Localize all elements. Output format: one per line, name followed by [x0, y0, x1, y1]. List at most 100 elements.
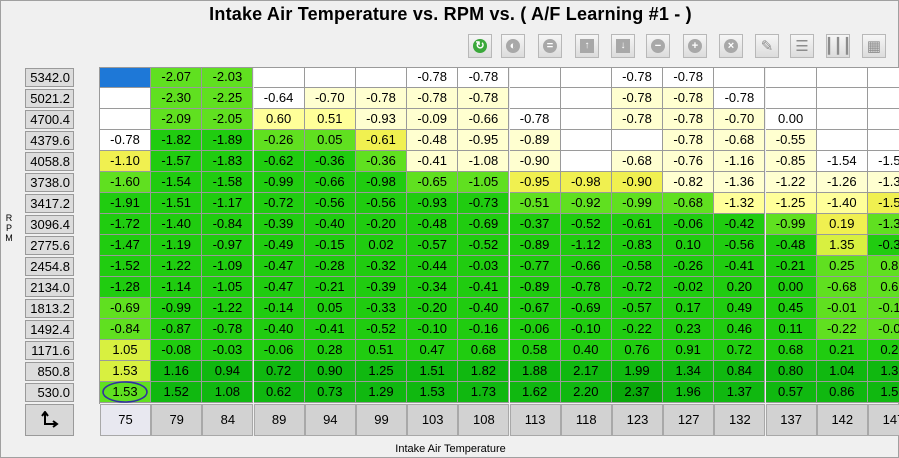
- column-label-iat[interactable]: 75: [100, 404, 151, 436]
- map-cell[interactable]: -1.89: [202, 130, 254, 151]
- map-cell[interactable]: 1.53: [407, 382, 459, 403]
- map-cell[interactable]: -0.66: [560, 256, 612, 277]
- map-cell[interactable]: 0.68: [458, 340, 510, 361]
- map-cell[interactable]: -0.78: [100, 130, 151, 151]
- map-cell[interactable]: -0.93: [356, 109, 407, 130]
- map-cell[interactable]: 0.05: [304, 298, 356, 319]
- map-cell[interactable]: -2.03: [202, 67, 254, 88]
- map-cell[interactable]: 0.21: [816, 340, 868, 361]
- map-cell[interactable]: -0.06: [868, 319, 899, 340]
- map-cell[interactable]: 1.82: [458, 361, 510, 382]
- map-cell[interactable]: -0.89: [509, 235, 561, 256]
- map-cell[interactable]: 0.46: [714, 319, 766, 340]
- map-cell[interactable]: -0.12: [868, 298, 899, 319]
- map-cell[interactable]: -0.16: [458, 319, 510, 340]
- map-cell[interactable]: -0.64: [253, 88, 305, 109]
- map-cell[interactable]: 0.57: [765, 382, 817, 403]
- map-cell[interactable]: -0.22: [612, 319, 663, 340]
- map-cell[interactable]: -0.39: [356, 277, 407, 298]
- map-cell[interactable]: 0.60: [253, 109, 305, 130]
- map-cell[interactable]: -0.41: [304, 319, 356, 340]
- map-cell[interactable]: 0.66: [868, 277, 899, 298]
- map-cell[interactable]: 0.05: [304, 130, 356, 151]
- map-cell[interactable]: -0.21: [304, 277, 356, 298]
- map-cell[interactable]: -0.36: [356, 151, 407, 172]
- map-cell[interactable]: -0.93: [407, 193, 459, 214]
- map-cell[interactable]: -0.84: [202, 214, 254, 235]
- row-label-rpm[interactable]: 4379.6: [25, 131, 74, 150]
- map-cell[interactable]: -0.69: [100, 298, 151, 319]
- map-cell[interactable]: [304, 67, 356, 88]
- map-cell[interactable]: [560, 67, 612, 88]
- map-cell[interactable]: -0.48: [765, 235, 817, 256]
- map-cell[interactable]: [714, 67, 766, 88]
- map-cell[interactable]: 1.73: [458, 382, 510, 403]
- map-cell[interactable]: -0.69: [458, 214, 510, 235]
- map-cell[interactable]: -0.10: [407, 319, 459, 340]
- row-label-rpm[interactable]: 3417.2: [25, 194, 74, 213]
- map-cell[interactable]: -0.78: [560, 277, 612, 298]
- map-cell[interactable]: [612, 130, 663, 151]
- map-cell[interactable]: -0.20: [356, 214, 407, 235]
- map-cell[interactable]: -0.41: [714, 256, 766, 277]
- map-cell[interactable]: 0.94: [202, 361, 254, 382]
- map-cell[interactable]: -1.25: [765, 193, 817, 214]
- map-cell[interactable]: [816, 130, 868, 151]
- map-cell[interactable]: -0.22: [816, 319, 868, 340]
- map-cell[interactable]: [560, 109, 612, 130]
- map-cell[interactable]: -0.65: [407, 172, 459, 193]
- map-cell[interactable]: -2.09: [151, 109, 203, 130]
- map-cell[interactable]: -0.52: [458, 235, 510, 256]
- column-label-iat[interactable]: 113: [509, 404, 561, 436]
- map-cell[interactable]: -0.61: [612, 214, 663, 235]
- edit-button[interactable]: ✎: [755, 34, 779, 58]
- row-label-rpm[interactable]: 4700.4: [25, 110, 74, 129]
- column-label-iat[interactable]: 142: [816, 404, 868, 436]
- map-cell[interactable]: 1.37: [714, 382, 766, 403]
- map-cell[interactable]: -1.09: [202, 256, 254, 277]
- map-cell[interactable]: -0.21: [765, 256, 817, 277]
- map-cell[interactable]: -0.15: [304, 235, 356, 256]
- map-cell[interactable]: -0.52: [356, 319, 407, 340]
- axis-swap-button[interactable]: [25, 404, 74, 436]
- map-cell[interactable]: -1.54: [151, 172, 203, 193]
- map-cell[interactable]: -0.77: [509, 256, 561, 277]
- columns-button[interactable]: ┃┃┃: [824, 34, 852, 58]
- map-cell[interactable]: -0.34: [407, 277, 459, 298]
- map-cell[interactable]: [100, 67, 151, 88]
- row-label-rpm[interactable]: 3738.0: [25, 173, 74, 192]
- map-cell[interactable]: -1.40: [816, 193, 868, 214]
- map-cell[interactable]: -0.78: [202, 319, 254, 340]
- map-cell[interactable]: -0.99: [612, 193, 663, 214]
- map-cell[interactable]: -0.76: [663, 151, 715, 172]
- map-cell[interactable]: -0.56: [304, 193, 356, 214]
- map-cell[interactable]: -0.06: [663, 214, 715, 235]
- map-cell[interactable]: 1.05: [100, 340, 151, 361]
- map-cell[interactable]: -0.70: [714, 109, 766, 130]
- row-label-rpm[interactable]: 5021.2: [25, 89, 74, 108]
- map-cell[interactable]: -1.17: [202, 193, 254, 214]
- map-cell[interactable]: [356, 67, 407, 88]
- row-label-rpm[interactable]: 530.0: [25, 383, 74, 402]
- map-cell[interactable]: -0.56: [356, 193, 407, 214]
- map-cell[interactable]: [868, 67, 899, 88]
- map-cell[interactable]: -0.02: [663, 277, 715, 298]
- map-cell[interactable]: -0.58: [612, 256, 663, 277]
- map-cell[interactable]: -0.85: [765, 151, 817, 172]
- map-cell[interactable]: -0.61: [356, 130, 407, 151]
- map-cell[interactable]: -0.83: [612, 235, 663, 256]
- column-label-iat[interactable]: 137: [765, 404, 817, 436]
- map-cell[interactable]: -0.90: [509, 151, 561, 172]
- map-cell[interactable]: -1.82: [151, 130, 203, 151]
- map-cell[interactable]: 1.62: [509, 382, 561, 403]
- map-cell[interactable]: -0.78: [612, 88, 663, 109]
- map-cell[interactable]: 0.28: [304, 340, 356, 361]
- map-cell[interactable]: 0.19: [816, 214, 868, 235]
- map-cell[interactable]: -0.33: [356, 298, 407, 319]
- column-label-iat[interactable]: 94: [304, 404, 356, 436]
- map-cell[interactable]: [816, 67, 868, 88]
- map-cell[interactable]: -1.60: [100, 172, 151, 193]
- map-cell[interactable]: -2.05: [202, 109, 254, 130]
- map-cell[interactable]: -0.89: [509, 130, 561, 151]
- map-cell[interactable]: 0.73: [304, 382, 356, 403]
